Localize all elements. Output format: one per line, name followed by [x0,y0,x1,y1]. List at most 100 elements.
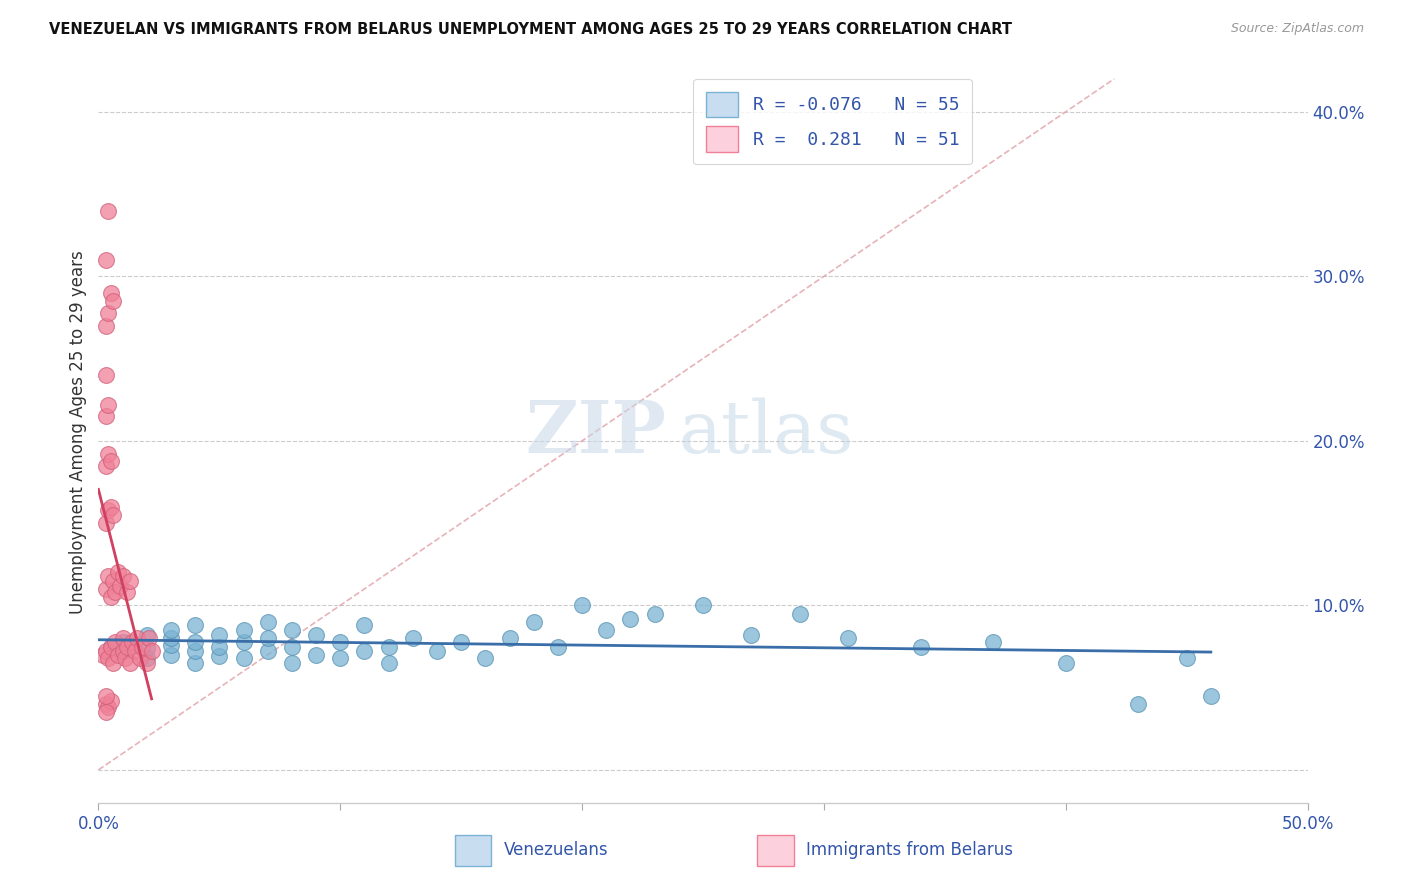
Point [111,644,134,658]
Text: Venezuelans: Venezuelans [503,841,609,859]
Point [281,656,304,670]
Point [101,574,124,588]
Point [377,640,399,654]
Point [184,656,207,670]
Point [111,644,134,658]
Point [94,689,117,703]
Point [97,700,120,714]
Point [131,640,153,654]
Point [377,656,399,670]
Point [208,649,231,664]
Text: ZIP: ZIP [526,397,666,468]
Point [474,651,496,665]
Point [232,623,254,637]
Point [91,648,114,662]
Point [571,599,593,613]
Point [160,623,183,637]
Point [97,651,120,665]
Point [118,656,141,670]
Point [94,252,117,267]
Point [111,632,134,646]
Point [94,644,117,658]
Point [127,632,149,646]
Point [256,644,278,658]
Point [281,640,304,654]
Point [135,651,157,665]
Point [94,706,117,720]
Point [184,634,207,648]
Point [256,632,278,646]
Point [353,618,375,632]
Point [124,644,146,658]
Point [135,641,157,656]
Y-axis label: Unemployment Among Ages 25 to 29 years: Unemployment Among Ages 25 to 29 years [69,251,87,615]
Point [107,566,129,580]
Point [450,634,472,648]
Point [100,500,122,514]
Point [104,634,127,648]
FancyBboxPatch shape [758,835,794,866]
Point [100,640,122,654]
Point [498,632,520,646]
Point [232,651,254,665]
Point [97,305,120,319]
Point [97,398,120,412]
Point [1128,697,1150,711]
Point [121,634,143,648]
Point [101,293,124,308]
Point [94,697,117,711]
Point [305,648,328,662]
Point [1175,651,1198,665]
Point [1199,689,1222,703]
Point [256,615,278,629]
Point [97,447,120,461]
Point [94,582,117,596]
Point [160,638,183,652]
Point [97,203,120,218]
Point [128,651,150,665]
Text: atlas: atlas [679,397,855,468]
FancyBboxPatch shape [456,835,492,866]
Point [94,368,117,382]
Point [619,611,641,625]
Point [281,623,304,637]
Point [97,568,120,582]
Point [114,651,136,665]
Point [100,640,122,654]
Point [101,508,124,522]
Point [117,640,139,654]
Point [523,615,546,629]
Text: Immigrants from Belarus: Immigrants from Belarus [806,841,1012,859]
Point [94,318,117,333]
Point [789,607,811,621]
Point [232,634,254,648]
Point [402,632,425,646]
Point [305,628,328,642]
Point [100,285,122,300]
Point [135,628,157,642]
Point [100,590,122,604]
Point [644,607,666,621]
Point [910,640,932,654]
Text: Source: ZipAtlas.com: Source: ZipAtlas.com [1230,22,1364,36]
Point [138,632,160,646]
Point [108,579,131,593]
Point [141,644,163,658]
Point [101,656,124,670]
Legend: R = -0.076   N = 55, R =  0.281   N = 51: R = -0.076 N = 55, R = 0.281 N = 51 [693,78,972,164]
Point [595,623,617,637]
Point [208,640,231,654]
Point [1054,656,1077,670]
Point [117,585,139,599]
Point [100,453,122,467]
Point [135,656,157,670]
Point [329,651,352,665]
Point [837,632,859,646]
Point [184,618,207,632]
Point [547,640,569,654]
Point [94,458,117,473]
Point [111,568,134,582]
Point [184,644,207,658]
Point [692,599,714,613]
Point [160,632,183,646]
